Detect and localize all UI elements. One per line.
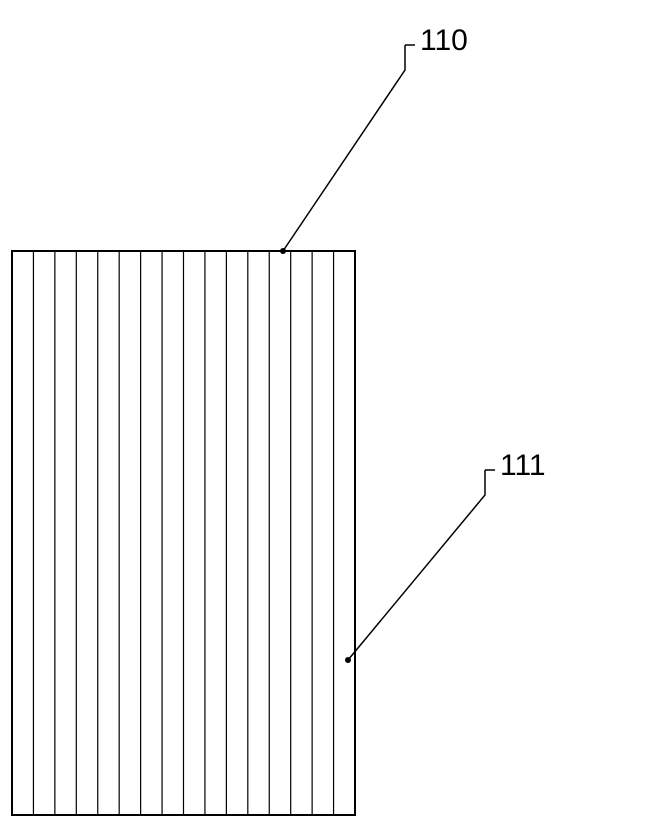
leader-marker: [280, 248, 286, 254]
reference-number: 111: [500, 449, 546, 482]
technical-diagram: 110 111: [0, 0, 646, 831]
leader-marker: [345, 657, 351, 663]
reference-number: 110: [420, 24, 468, 57]
canvas-bg: [0, 0, 646, 831]
